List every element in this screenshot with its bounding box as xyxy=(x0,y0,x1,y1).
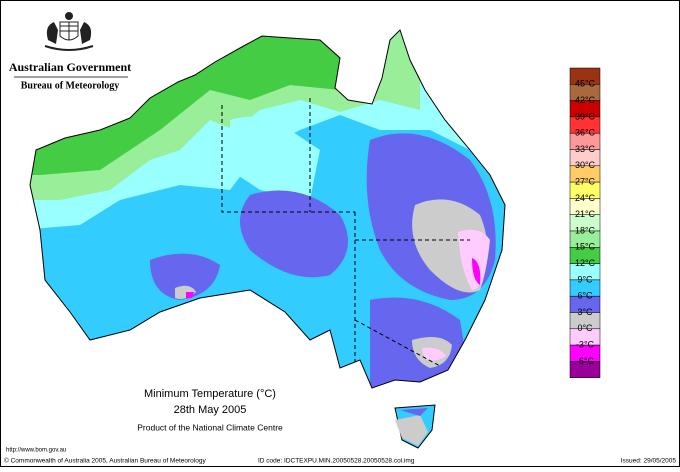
legend-label: 45°C xyxy=(575,79,596,89)
map-date: 28th May 2005 xyxy=(174,404,247,416)
bureau-name: Bureau of Meteorology xyxy=(21,80,120,91)
legend-label: 36°C xyxy=(575,128,596,138)
legend-label: 42°C xyxy=(575,95,596,105)
map-product: Product of the National Climate Centre xyxy=(137,422,283,432)
legend-label: -3°C xyxy=(576,339,595,349)
footer-id-code: ID code: IDCTEXPU.MIN.20050528.20050528.… xyxy=(258,458,415,465)
map-title: Minimum Temperature (°C) xyxy=(144,388,276,400)
legend-label: -6°C xyxy=(576,356,595,366)
legend-label: 18°C xyxy=(575,225,596,235)
legend-label: 27°C xyxy=(575,176,596,186)
footer-copyright: © Commonwealth of Australia 2005, Austra… xyxy=(4,457,206,465)
legend-label: 39°C xyxy=(575,111,596,121)
footer-issued: Issued: 29/05/2005 xyxy=(621,458,677,465)
state-borders xyxy=(221,98,470,367)
government-name: Australian Government xyxy=(9,60,131,74)
crest xyxy=(44,12,94,51)
legend-label: 33°C xyxy=(575,144,596,154)
tasmania xyxy=(394,404,436,449)
legend-label: 15°C xyxy=(575,242,596,252)
legend-label: 6°C xyxy=(577,291,593,301)
legend-label: 12°C xyxy=(575,258,596,268)
legend-label: 3°C xyxy=(577,307,593,317)
legend-label: 21°C xyxy=(575,209,596,219)
legend-label: 30°C xyxy=(575,160,596,170)
legend-label: 9°C xyxy=(577,274,593,284)
legend-swatch xyxy=(569,361,601,378)
legend-label: 0°C xyxy=(577,323,593,333)
footer-url: http://www.bom.gov.au xyxy=(6,448,66,454)
legend-label: 24°C xyxy=(575,193,596,203)
legend: 45°C 42°C 39°C 36°C 33°C 30°C 27°C 24°C 21°C 18°C… xyxy=(569,67,601,378)
